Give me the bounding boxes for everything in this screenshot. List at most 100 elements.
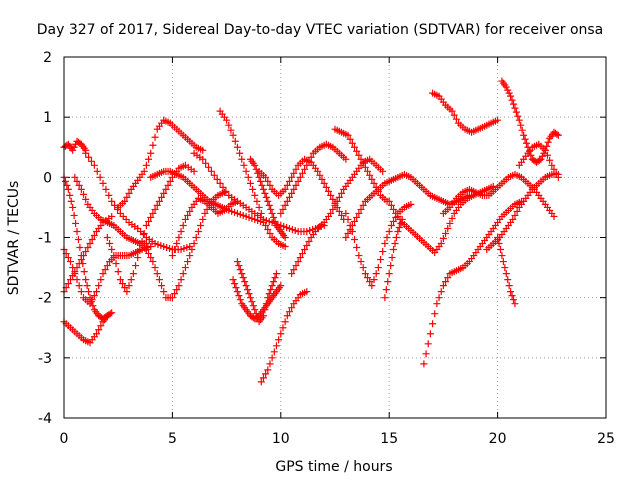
data-point [450, 111, 458, 119]
data-point [361, 163, 369, 171]
data-point [75, 260, 83, 268]
data-point [379, 167, 387, 175]
data-point [511, 300, 519, 308]
data-point [544, 138, 552, 146]
data-point [307, 153, 315, 161]
data-point [188, 246, 196, 254]
data-point [537, 155, 545, 163]
data-point [259, 185, 267, 193]
data-point [271, 217, 279, 225]
data-point [173, 286, 181, 294]
data-point [103, 262, 111, 270]
data-point [257, 209, 265, 217]
data-point [257, 177, 265, 185]
data-point [303, 288, 311, 296]
data-point [294, 177, 302, 185]
data-point [377, 256, 385, 264]
data-point [246, 179, 254, 187]
data-point [397, 219, 405, 227]
data-point [97, 322, 105, 330]
data-point [426, 330, 434, 338]
data-point [173, 240, 181, 248]
data-point [366, 278, 374, 286]
data-point [140, 229, 148, 237]
data-point [496, 246, 504, 254]
data-point [251, 306, 259, 314]
series-track-22 [331, 125, 391, 205]
data-point [239, 274, 247, 282]
data-point [281, 201, 289, 209]
data-point [184, 211, 192, 219]
data-point [515, 116, 523, 124]
data-point [142, 240, 150, 248]
data-point [142, 246, 150, 254]
data-point [66, 191, 74, 199]
data-point [268, 282, 276, 290]
data-point [288, 173, 296, 181]
data-point [509, 215, 517, 223]
data-point [494, 234, 502, 241]
data-point [181, 264, 189, 272]
data-point [235, 262, 243, 270]
data-point [540, 149, 548, 157]
data-point [175, 282, 183, 290]
data-point [275, 336, 283, 344]
data-point [518, 126, 526, 134]
data-point [355, 151, 363, 159]
data-point [255, 173, 263, 181]
series-track-16 [233, 258, 280, 326]
series-track-19 [255, 155, 348, 223]
x-tick-label: 0 [60, 431, 69, 447]
data-point [179, 221, 187, 229]
data-point [379, 248, 387, 256]
data-point [420, 360, 428, 368]
data-point [233, 288, 241, 296]
data-point [550, 212, 558, 220]
data-point [262, 193, 270, 201]
data-point [388, 254, 396, 262]
data-point [73, 227, 81, 235]
data-point [288, 189, 296, 197]
data-point [84, 244, 92, 252]
data-point [75, 282, 83, 290]
data-point [242, 282, 250, 290]
data-point [219, 183, 227, 191]
data-point [442, 278, 450, 286]
data-point [554, 173, 562, 181]
data-point [207, 167, 215, 175]
data-point [69, 203, 77, 211]
chart-title: Day 327 of 2017, Sidereal Day-to-day VTE… [37, 22, 604, 38]
data-point [90, 292, 98, 300]
data-point [366, 171, 374, 179]
data-point [513, 207, 521, 215]
data-point [149, 141, 157, 149]
data-point [222, 187, 230, 195]
data-point [257, 378, 265, 386]
data-point [548, 161, 556, 169]
data-point [520, 131, 528, 139]
data-point [261, 306, 269, 314]
data-point [259, 215, 267, 223]
data-point [108, 212, 116, 220]
data-point [390, 205, 398, 213]
series-track-29 [439, 170, 558, 220]
data-point [281, 185, 289, 193]
data-point [335, 193, 343, 201]
data-point [71, 173, 79, 181]
data-point [86, 300, 94, 308]
data-point [264, 177, 272, 185]
data-point [90, 231, 98, 239]
data-point [444, 224, 452, 232]
data-point [355, 209, 363, 217]
data-point [331, 201, 339, 209]
data-point [262, 370, 270, 378]
data-point [351, 143, 359, 151]
data-point [550, 165, 558, 173]
data-point [504, 276, 512, 284]
data-point [261, 189, 269, 197]
data-point [353, 147, 361, 155]
data-point [390, 246, 398, 254]
data-point [327, 209, 335, 217]
